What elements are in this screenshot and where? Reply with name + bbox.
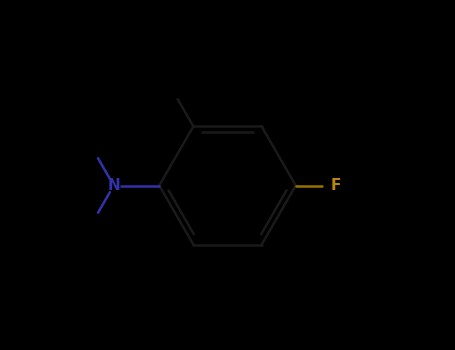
Text: F: F [331,178,341,193]
Text: N: N [107,178,120,193]
